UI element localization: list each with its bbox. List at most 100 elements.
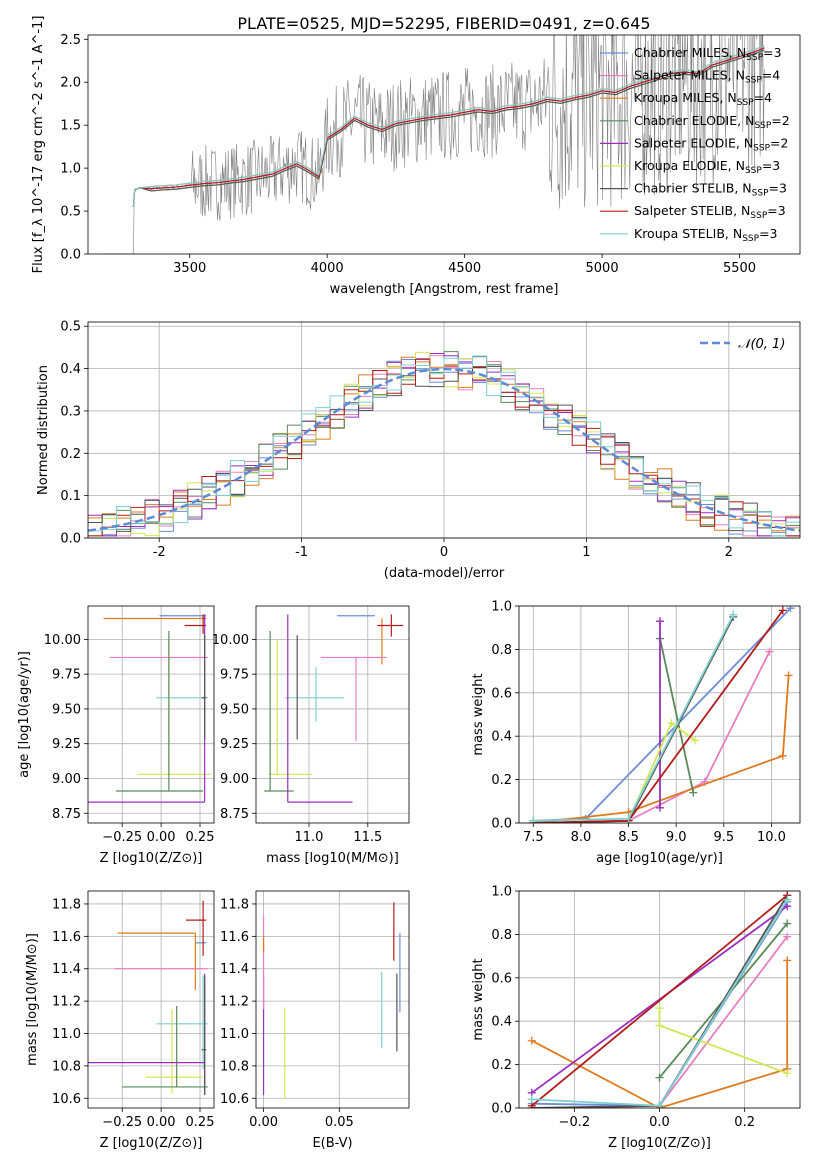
y-tick-label: 0.8 xyxy=(491,928,512,943)
y-tick-label: 11.2 xyxy=(52,995,81,1010)
mass-weight-point xyxy=(783,919,792,928)
plot-area xyxy=(88,900,208,1096)
mass-weight-point xyxy=(655,1021,664,1030)
y-tick-label: 9.75 xyxy=(52,668,81,683)
y-tick-label: 11.4 xyxy=(52,962,81,977)
y-tick-label: 0.2 xyxy=(491,1058,512,1073)
y-tick-label: 0.4 xyxy=(491,1015,512,1030)
y-tick-label: 2.0 xyxy=(60,76,81,91)
model-spectrum-chabrier-stelib xyxy=(132,49,765,207)
legend-subscript: SSP xyxy=(750,211,767,221)
legend-count: =3 xyxy=(762,158,780,173)
y-tick-label: 1.0 xyxy=(491,885,512,900)
mass-weight-point xyxy=(527,1095,536,1104)
y-tick-label: 9.75 xyxy=(220,668,249,683)
legend-count: =2 xyxy=(771,113,789,128)
y-tick-label: 9.25 xyxy=(220,737,249,752)
mass-weight-point xyxy=(778,751,787,760)
y-tick-label: 11.8 xyxy=(220,897,249,912)
x-tick-label: 9.5 xyxy=(713,830,734,845)
y-tick-label: 10.8 xyxy=(220,1059,249,1074)
mass-weight-line-chabrier-elodie xyxy=(659,638,695,793)
x-tick-label: 2 xyxy=(725,545,733,560)
x-tick-label: 0.00 xyxy=(249,1115,278,1130)
mass-weight-point xyxy=(527,1036,536,1045)
x-axis-label: Z [log10(Z/Z⊙)] xyxy=(100,1136,203,1151)
y-tick-label: 0.0 xyxy=(491,817,512,832)
spectrum-panel: 3500 4000 4500 5000 5500 0.0 0.5 1.0 1.5 2.0 2.5 Ch… xyxy=(31,16,801,297)
x-tick-label: 11.5 xyxy=(353,830,382,845)
plot-area xyxy=(88,614,211,803)
x-tick-label: 0 xyxy=(440,545,448,560)
x-tick-label: −0.25 xyxy=(102,830,142,845)
x-tick-label: 1 xyxy=(582,545,590,560)
legend: Chabrier MILES, NSSP=3 Salpeter MILES, NS… xyxy=(600,45,790,244)
x-tick-label: 0.05 xyxy=(325,1115,354,1130)
mass-weight-point xyxy=(655,617,664,626)
mass-weight-vs-age-panel: 7.5 8.0 8.5 9.0 9.5 10.0 0.0 0.2 0.4 0.6 0.8 1.0 age… xyxy=(471,600,801,866)
x-tick-label: 5000 xyxy=(586,261,619,276)
x-axis-label: Z [log10(Z/Z⊙)] xyxy=(100,851,203,866)
mass-weight-point xyxy=(786,606,795,613)
x-axis-label: (data-model)/error xyxy=(384,566,505,581)
x-tick-label: 0.0 xyxy=(649,1115,670,1130)
mass-weight-point xyxy=(783,956,792,965)
y-tick-label: 0.4 xyxy=(491,730,512,745)
legend-count: =3 xyxy=(763,45,781,60)
x-tick-label: -2 xyxy=(153,545,166,560)
x-tick-label: 0.25 xyxy=(186,1115,215,1130)
mass-weight-point xyxy=(667,719,676,728)
x-axis-label: wavelength [Angstrom, rest frame] xyxy=(330,282,559,297)
x-axis-label: age [log10(age/yr)] xyxy=(596,851,723,866)
plot-area xyxy=(262,902,401,1099)
x-tick-label: 9.0 xyxy=(666,830,687,845)
y-tick-label: 9.50 xyxy=(220,702,249,717)
y-tick-label: 0.0 xyxy=(60,532,81,547)
x-tick-label: −0.25 xyxy=(102,1115,142,1130)
legend-subscript: SSP xyxy=(754,121,771,131)
x-axis-label: Z [log10(Z/Z⊙)] xyxy=(608,1136,711,1151)
legend-entry: Salpeter MILES, NSSP=4 xyxy=(634,68,780,86)
y-tick-label: 10.00 xyxy=(44,633,81,648)
x-tick-label: 4000 xyxy=(311,261,344,276)
axes-frame xyxy=(87,321,801,539)
y-tick-label: 9.00 xyxy=(220,772,249,787)
y-tick-label: 10.00 xyxy=(212,633,249,648)
y-tick-label: 11.0 xyxy=(52,1027,81,1042)
mass-weight-line-salpeter-stelib xyxy=(533,609,784,823)
y-tick-label: 0.4 xyxy=(60,362,81,377)
mass-weight-point xyxy=(655,1004,664,1013)
legend-entry: Kroupa ELODIE, NSSP=3 xyxy=(634,158,780,176)
y-tick-label: 0.0 xyxy=(60,248,81,263)
residual-histogram-salpeter-elodie xyxy=(88,353,800,537)
legend-subscript: SSP xyxy=(745,76,762,86)
y-tick-label: 2.5 xyxy=(60,33,81,48)
y-axis-label: mass weight xyxy=(471,673,486,755)
legend-entry: Salpeter STELIB, NSSP=3 xyxy=(634,203,786,221)
axes-frame xyxy=(87,34,801,255)
y-tick-label: 9.50 xyxy=(52,702,81,717)
y-tick-label: 11.4 xyxy=(220,962,249,977)
y-tick-label: 0.1 xyxy=(60,489,81,504)
legend-subscript: SSP xyxy=(746,53,763,63)
mass-weight-vs-metallicity-panel: −0.2 0.0 0.2 0.0 0.2 0.4 0.6 0.8 1.0 Z [log10(Z/Z… xyxy=(471,885,801,1151)
x-tick-label: 8.5 xyxy=(618,830,639,845)
y-tick-label: 10.6 xyxy=(52,1092,81,1107)
plot-area xyxy=(88,351,800,537)
mass-weight-point xyxy=(691,736,700,745)
mass-weight-point xyxy=(729,610,738,619)
legend-entry: Chabrier STELIB, NSSP=3 xyxy=(634,181,787,199)
x-tick-label: 0.25 xyxy=(186,830,215,845)
mass-weight-point xyxy=(778,606,787,615)
legend-count: =3 xyxy=(759,226,777,241)
y-tick-label: 0.3 xyxy=(60,404,81,419)
normal-distribution-curve xyxy=(88,367,800,532)
y-tick-label: 10.8 xyxy=(52,1059,81,1074)
y-tick-label: 11.2 xyxy=(220,995,249,1010)
y-tick-label: 0.5 xyxy=(60,320,81,335)
legend-subscript: SSP xyxy=(752,189,769,199)
axes-frame xyxy=(87,605,215,824)
figure-title: PLATE=0525, MJD=52295, FIBERID=0491, z=0… xyxy=(237,14,650,33)
x-tick-label: 0.00 xyxy=(147,830,176,845)
